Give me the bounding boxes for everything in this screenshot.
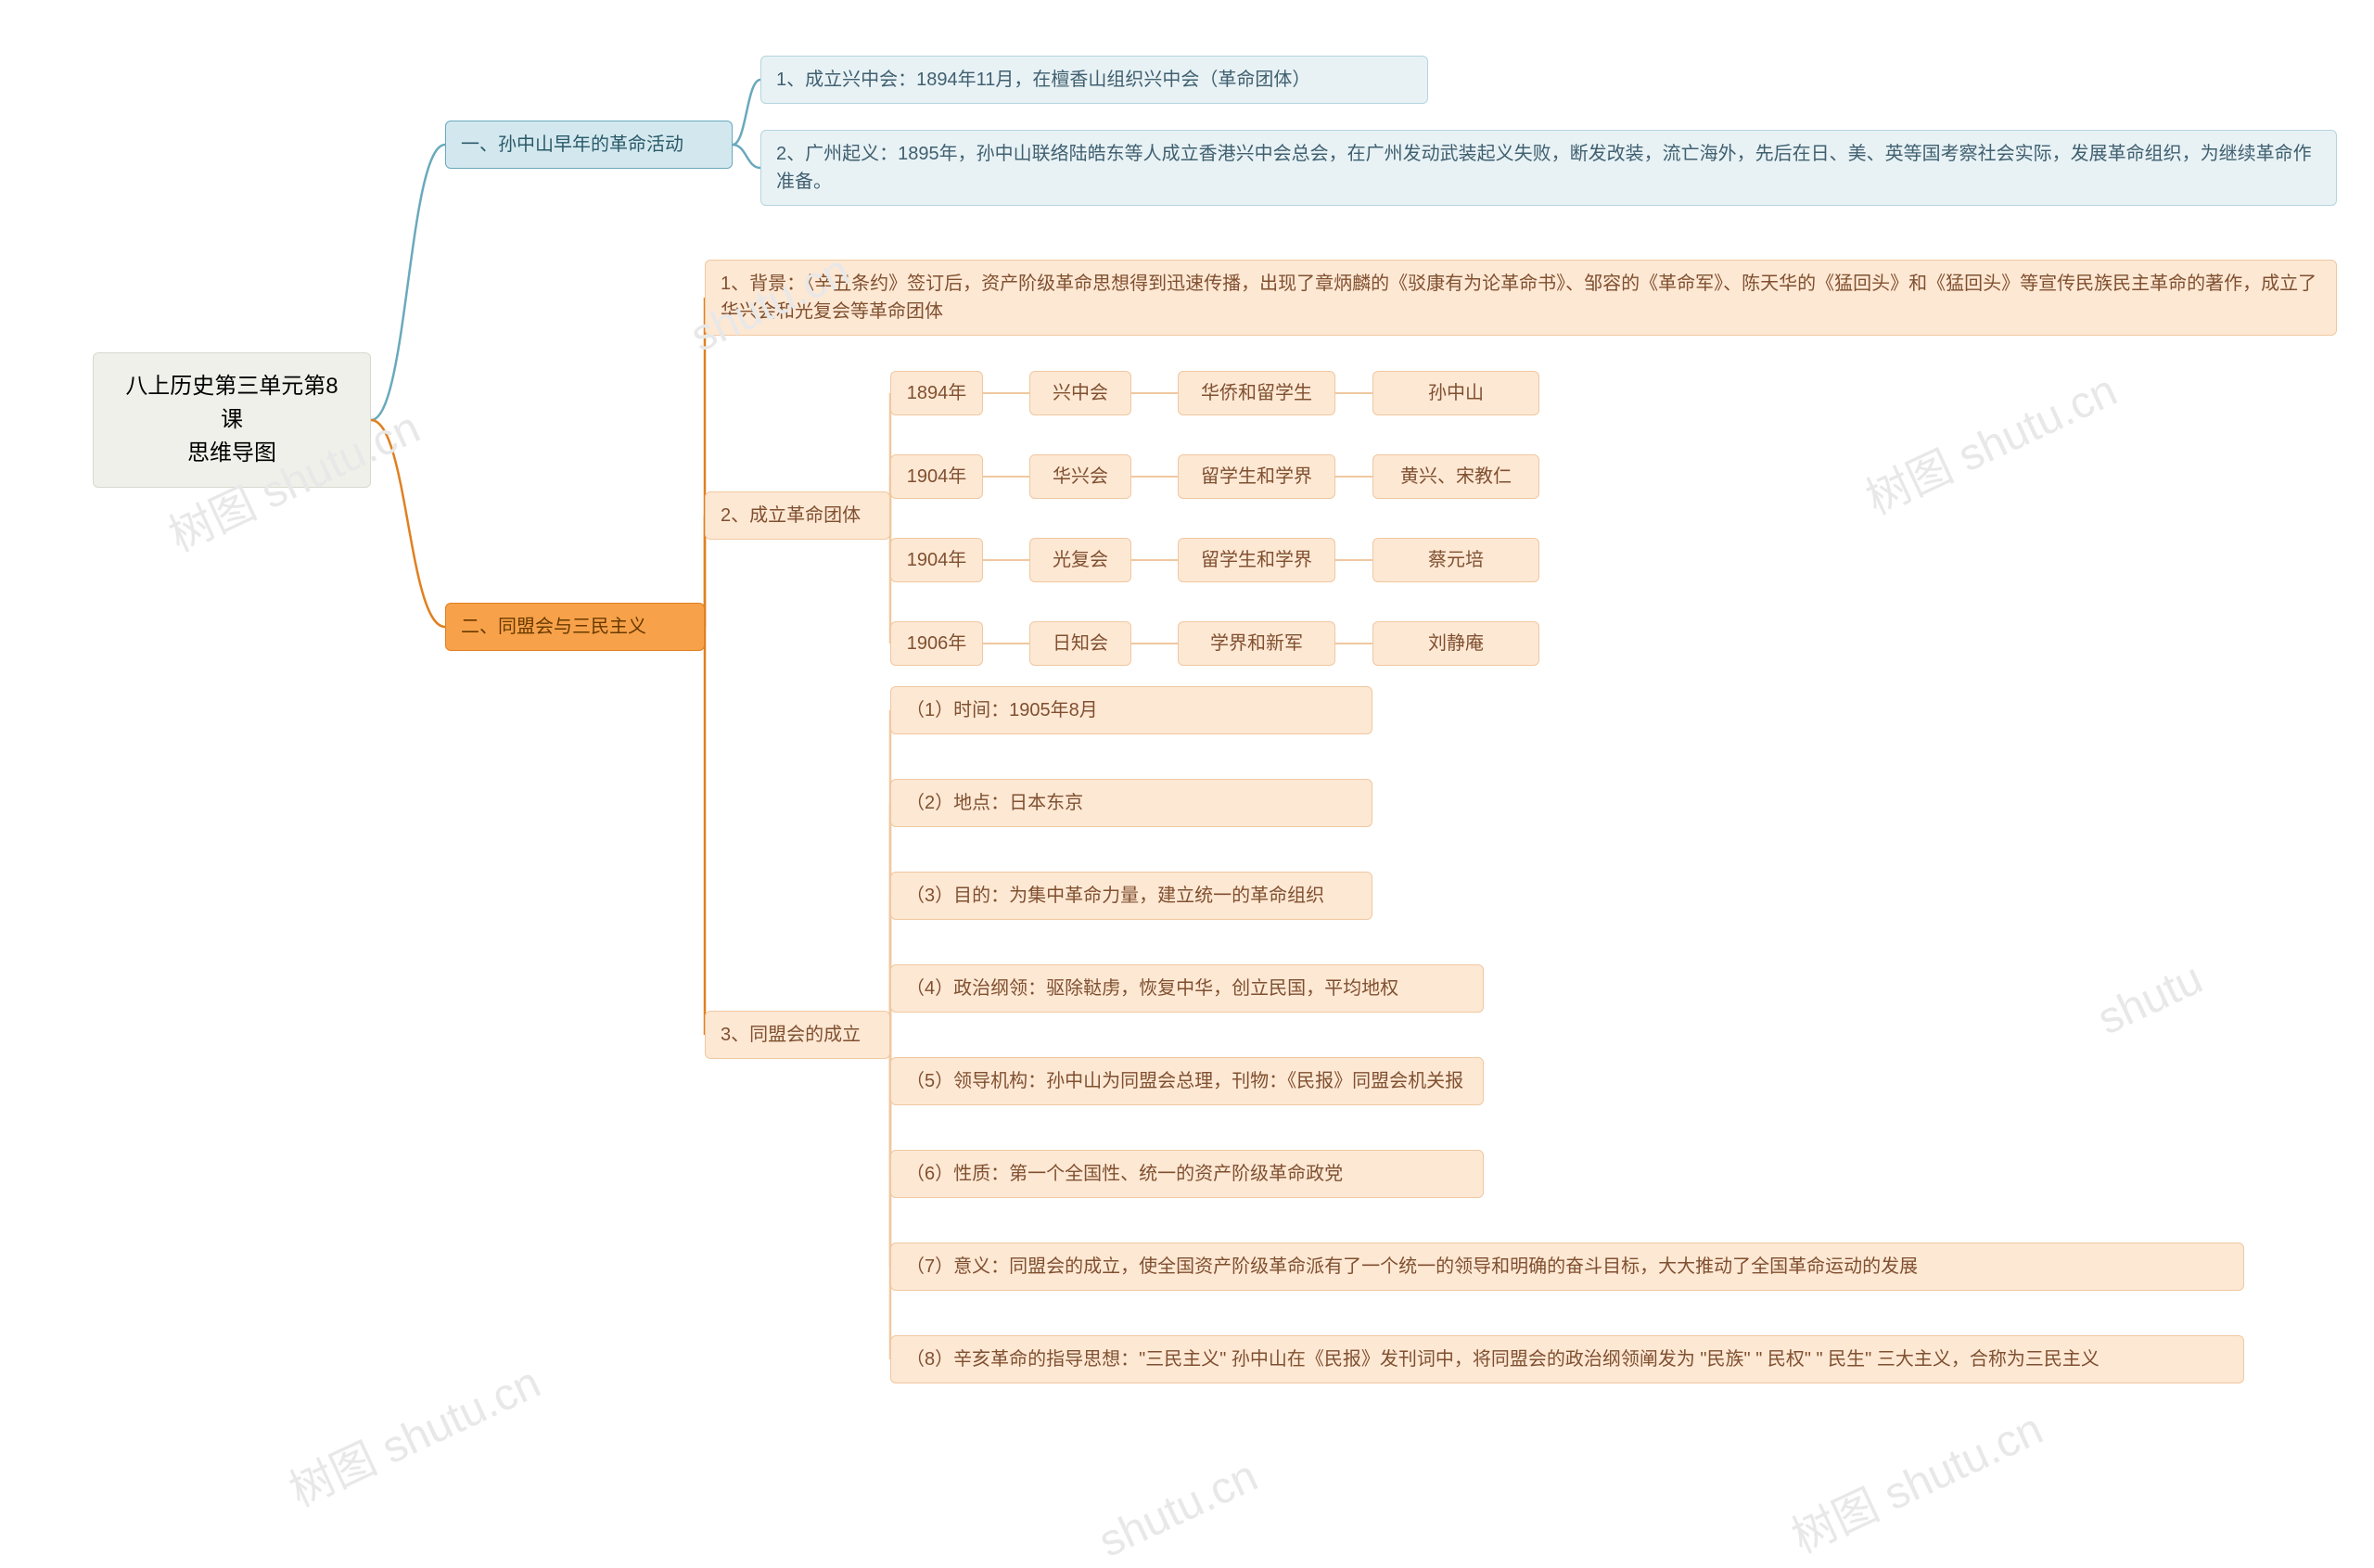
branch2-founding-title-text: 3、同盟会的成立 <box>721 1025 861 1045</box>
group-cell-who: 华侨和留学生 <box>1178 371 1335 415</box>
branch2-bg: 1、背景：《辛丑条约》签订后，资产阶级革命思想得到迅速传播，出现了章炳麟的《驳康… <box>705 260 2337 336</box>
branch1-node: 一、孙中山早年的革命活动 <box>445 121 733 169</box>
founding-item: （8）辛亥革命的指导思想："三民主义" 孙中山在《民报》发刊词中，将同盟会的政治… <box>890 1335 2244 1383</box>
founding-item: （5）领导机构：孙中山为同盟会总理，刊物：《民报》同盟会机关报 <box>890 1057 1484 1105</box>
founding-item: （3）目的：为集中革命力量，建立统一的革命组织 <box>890 872 1372 920</box>
branch2-groups-title: 2、成立革命团体 <box>705 491 890 540</box>
founding-item: （6）性质：第一个全国性、统一的资产阶级革命政党 <box>890 1150 1484 1198</box>
group-cell-who: 留学生和学界 <box>1178 454 1335 499</box>
root-text: 八上历史第三单元第8课思维导图 <box>125 374 338 465</box>
group-cell-leader: 孙中山 <box>1372 371 1539 415</box>
group-cell-year: 1904年 <box>890 538 983 582</box>
group-cell-year: 1894年 <box>890 371 983 415</box>
group-cell-leader: 黄兴、宋教仁 <box>1372 454 1539 499</box>
branch1-leaf-1: 2、广州起义：1895年，孙中山联络陆皓东等人成立香港兴中会总会，在广州发动武装… <box>760 130 2337 206</box>
branch2-bg-text: 1、背景：《辛丑条约》签订后，资产阶级革命思想得到迅速传播，出现了章炳麟的《驳康… <box>721 274 2317 322</box>
branch1-title: 一、孙中山早年的革命活动 <box>461 134 683 155</box>
group-cell-year: 1906年 <box>890 621 983 666</box>
branch2-groups-title-text: 2、成立革命团体 <box>721 505 861 526</box>
group-cell-org: 日知会 <box>1029 621 1131 666</box>
branch1-leaf-1-text: 2、广州起义：1895年，孙中山联络陆皓东等人成立香港兴中会总会，在广州发动武装… <box>776 144 2312 192</box>
branch2-founding-title: 3、同盟会的成立 <box>705 1011 890 1059</box>
branch1-leaf-0-text: 1、成立兴中会：1894年11月，在檀香山组织兴中会（革命团体） <box>776 70 1310 90</box>
founding-item: （4）政治纲领：驱除鞑虏，恢复中华，创立民国，平均地权 <box>890 964 1484 1013</box>
branch2-node: 二、同盟会与三民主义 <box>445 603 705 651</box>
root-node: 八上历史第三单元第8课思维导图 <box>93 352 371 488</box>
branch1-leaf-0: 1、成立兴中会：1894年11月，在檀香山组织兴中会（革命团体） <box>760 56 1428 104</box>
group-cell-leader: 刘静庵 <box>1372 621 1539 666</box>
group-cell-leader: 蔡元培 <box>1372 538 1539 582</box>
group-cell-who: 留学生和学界 <box>1178 538 1335 582</box>
group-cell-who: 学界和新军 <box>1178 621 1335 666</box>
founding-item: （2）地点：日本东京 <box>890 779 1372 827</box>
group-cell-year: 1904年 <box>890 454 983 499</box>
founding-item: （1）时间：1905年8月 <box>890 686 1372 734</box>
group-cell-org: 光复会 <box>1029 538 1131 582</box>
group-cell-org: 华兴会 <box>1029 454 1131 499</box>
founding-item: （7）意义：同盟会的成立，使全国资产阶级革命派有了一个统一的领导和明确的奋斗目标… <box>890 1243 2244 1291</box>
group-cell-org: 兴中会 <box>1029 371 1131 415</box>
branch2-title: 二、同盟会与三民主义 <box>461 617 646 637</box>
